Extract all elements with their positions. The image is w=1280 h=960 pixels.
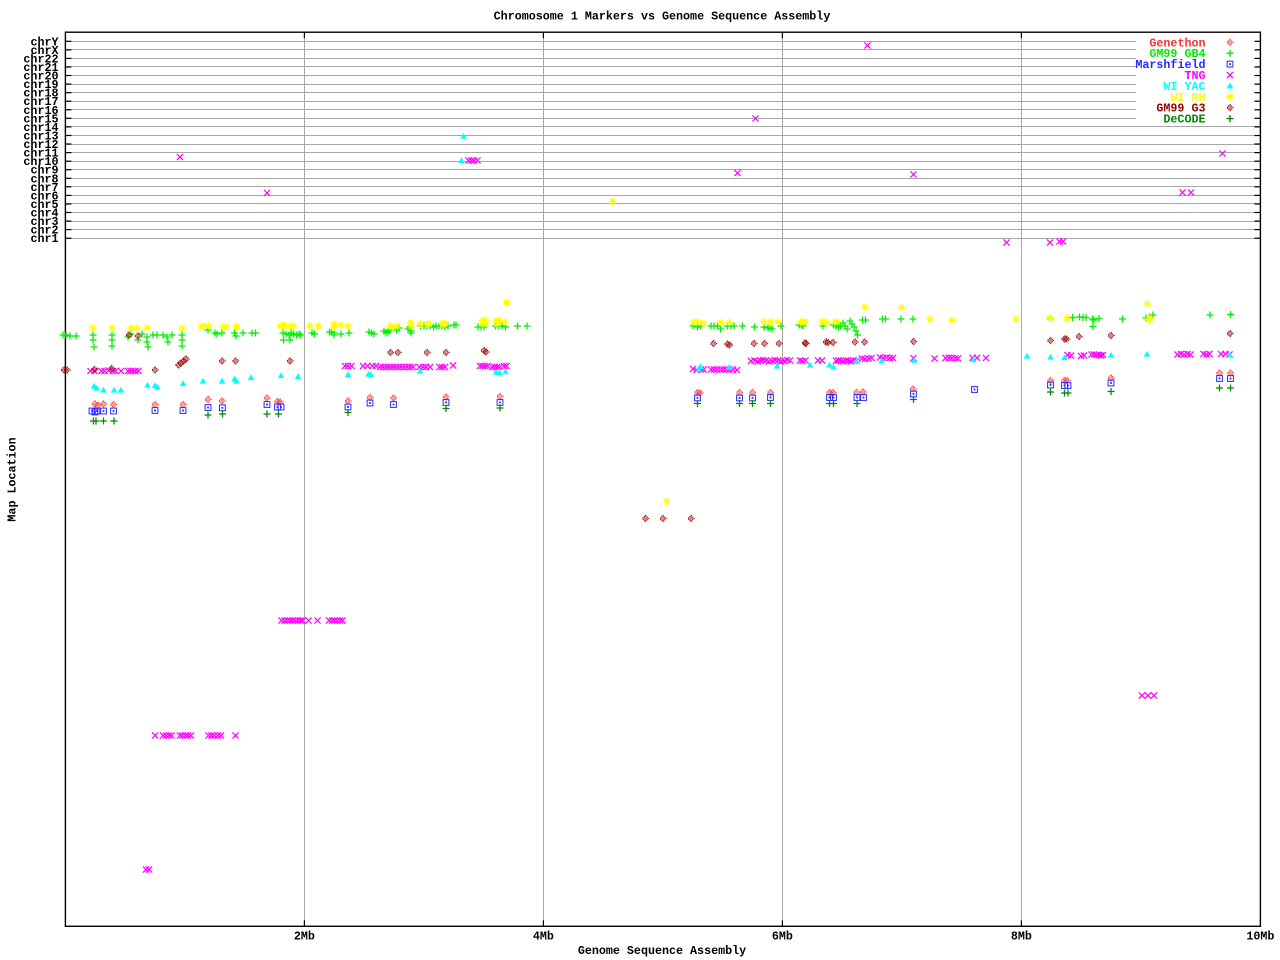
svg-text:chr17: chr17	[23, 95, 58, 109]
svg-text:GM99 GB4: GM99 GB4	[1149, 47, 1205, 61]
svg-text:chr20: chr20	[23, 70, 58, 84]
svg-text:chr6: chr6	[30, 189, 58, 203]
svg-text:WI YAC: WI YAC	[1163, 80, 1205, 94]
svg-text:chr18: chr18	[23, 87, 58, 101]
svg-text:chrY: chrY	[30, 35, 58, 49]
svg-text:chr10: chr10	[23, 155, 58, 169]
svg-text:Marshfield: Marshfield	[1135, 58, 1205, 72]
svg-text:chr5: chr5	[30, 198, 58, 212]
svg-text:Genethon: Genethon	[1149, 36, 1205, 50]
svg-text:chr15: chr15	[23, 112, 58, 126]
svg-text:chrX: chrX	[30, 44, 59, 58]
svg-text:chr13: chr13	[23, 130, 58, 144]
svg-text:Map Location: Map Location	[6, 437, 20, 521]
svg-text:chr12: chr12	[23, 138, 58, 152]
svg-text:chr1: chr1	[30, 232, 58, 246]
svg-text:chr8: chr8	[30, 172, 58, 186]
svg-text:chr3: chr3	[30, 215, 58, 229]
svg-text:4Mb: 4Mb	[533, 930, 554, 944]
svg-text:WI RH: WI RH	[1170, 91, 1205, 105]
svg-text:chr7: chr7	[30, 181, 58, 195]
svg-text:chr2: chr2	[30, 224, 58, 238]
svg-text:chr21: chr21	[23, 61, 58, 75]
svg-text:DeCODE: DeCODE	[1163, 113, 1205, 127]
svg-text:chr4: chr4	[30, 207, 58, 221]
svg-text:8Mb: 8Mb	[1011, 930, 1032, 944]
svg-text:GM99 G3: GM99 G3	[1156, 102, 1205, 116]
svg-text:Genome Sequence Assembly: Genome Sequence Assembly	[578, 944, 746, 958]
svg-text:TNG: TNG	[1184, 69, 1205, 83]
svg-text:10Mb: 10Mb	[1246, 930, 1274, 944]
svg-text:chr16: chr16	[23, 104, 58, 118]
svg-text:2Mb: 2Mb	[294, 930, 315, 944]
svg-text:6Mb: 6Mb	[772, 930, 793, 944]
svg-text:chr11: chr11	[23, 147, 58, 161]
svg-text:chr22: chr22	[23, 52, 58, 66]
svg-text:chr19: chr19	[23, 78, 58, 92]
svg-text:Chromosome 1 Markers vs Genome: Chromosome 1 Markers vs Genome Sequence …	[494, 10, 831, 24]
svg-text:chr9: chr9	[30, 164, 58, 178]
svg-text:chr14: chr14	[23, 121, 58, 135]
